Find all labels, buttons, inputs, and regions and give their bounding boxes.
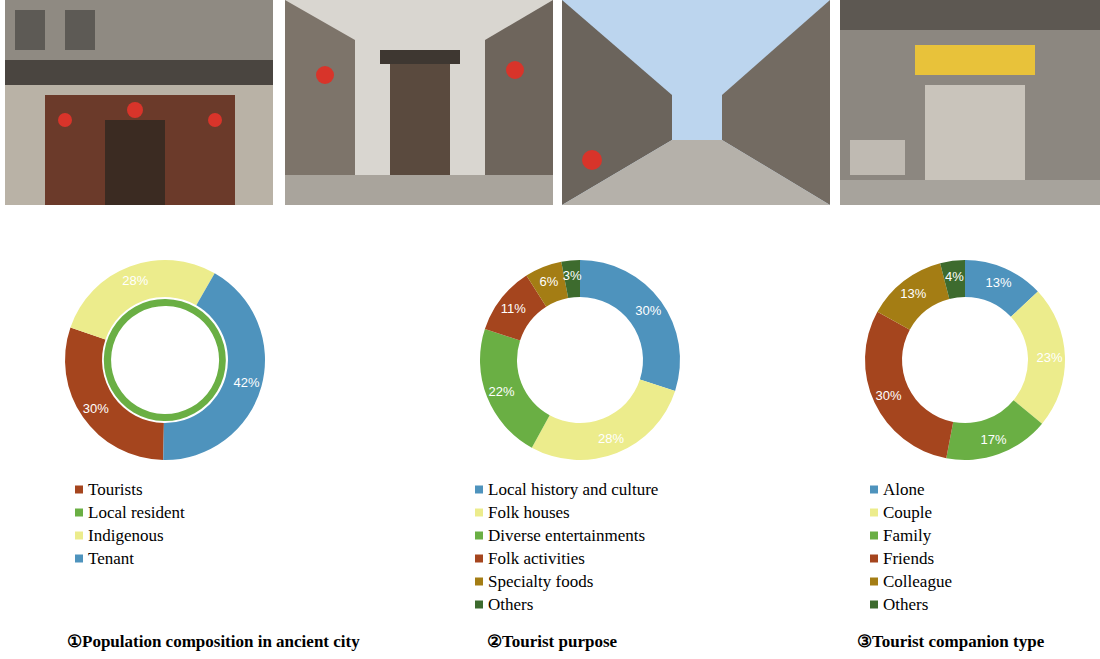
- svg-text:Indigenous: Indigenous: [88, 526, 164, 545]
- svg-text:3%: 3%: [563, 268, 582, 283]
- svg-text:Colleague: Colleague: [883, 572, 952, 591]
- svg-text:13%: 13%: [900, 286, 926, 301]
- svg-text:②Tourist purpose: ②Tourist purpose: [487, 632, 618, 651]
- svg-text:23%: 23%: [1036, 350, 1062, 365]
- svg-text:11%: 11%: [501, 301, 526, 316]
- svg-text:Local history and culture: Local history and culture: [488, 480, 658, 499]
- svg-text:22%: 22%: [488, 384, 514, 399]
- svg-text:4%: 4%: [945, 269, 964, 284]
- svg-text:28%: 28%: [598, 431, 624, 446]
- svg-text:30%: 30%: [83, 401, 109, 416]
- svg-text:17%: 17%: [981, 432, 1007, 447]
- svg-text:6%: 6%: [539, 274, 558, 289]
- svg-text:①Population composition in anc: ①Population composition in ancient city: [67, 632, 360, 651]
- svg-text:42%: 42%: [233, 375, 259, 390]
- svg-text:Tourists: Tourists: [88, 480, 143, 499]
- svg-text:Others: Others: [883, 595, 928, 614]
- svg-text:③Tourist companion type: ③Tourist companion type: [857, 632, 1045, 651]
- svg-text:Folk houses: Folk houses: [488, 503, 570, 522]
- svg-text:Others: Others: [488, 595, 533, 614]
- svg-text:Folk activities: Folk activities: [488, 549, 585, 568]
- svg-text:Couple: Couple: [883, 503, 932, 522]
- svg-text:30%: 30%: [635, 303, 661, 318]
- svg-text:28%: 28%: [122, 273, 148, 288]
- svg-text:Family: Family: [883, 526, 932, 545]
- svg-text:Friends: Friends: [883, 549, 934, 568]
- svg-text:13%: 13%: [986, 275, 1012, 290]
- svg-text:Local resident: Local resident: [88, 503, 185, 522]
- svg-text:Diverse entertainments: Diverse entertainments: [488, 526, 645, 545]
- svg-text:Alone: Alone: [883, 480, 925, 499]
- svg-text:Specialty foods: Specialty foods: [488, 572, 593, 591]
- svg-text:Tenant: Tenant: [88, 549, 134, 568]
- svg-text:30%: 30%: [876, 388, 902, 403]
